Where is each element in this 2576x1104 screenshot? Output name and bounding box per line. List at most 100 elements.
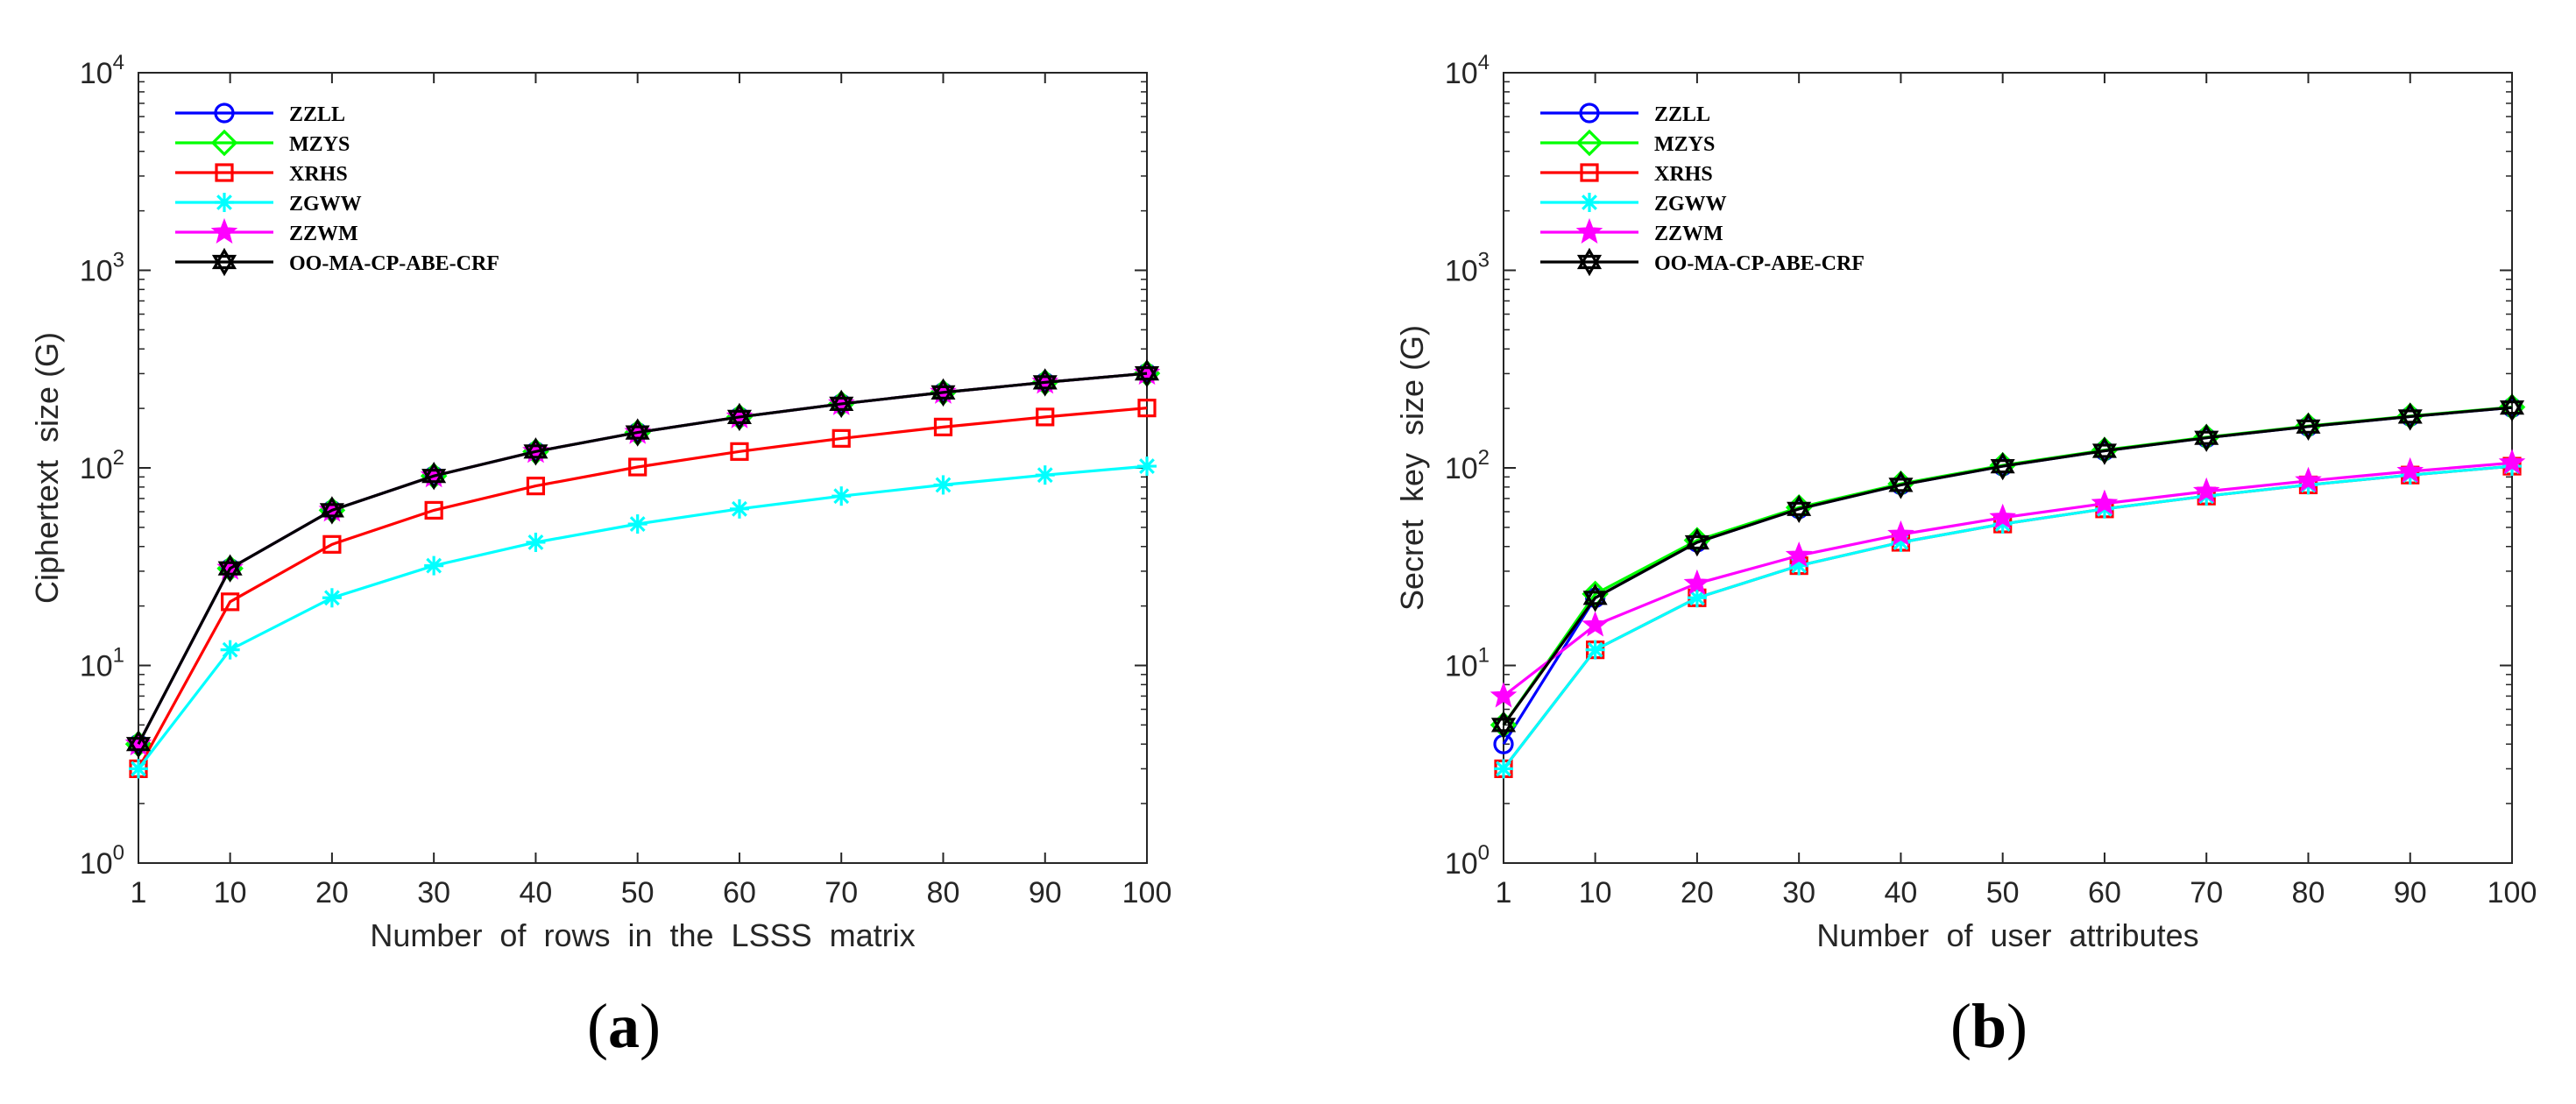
- data-point-oo-ma-cp-abe-crf: [2091, 436, 2117, 465]
- data-point-oo-ma-cp-abe-crf: [625, 418, 650, 447]
- x-tick-label: 60: [723, 876, 756, 909]
- data-point-zzwm: [1490, 682, 1518, 708]
- data-point-oo-ma-cp-abe-crf: [1888, 471, 1914, 499]
- legend-label-zgww: ZGWW: [1654, 193, 1727, 216]
- y-tick-label: 104: [1445, 51, 1490, 90]
- data-point-oo-ma-cp-abe-crf: [2397, 402, 2423, 431]
- data-point-zzwm: [1683, 569, 1711, 595]
- legend-marker-zgww: [215, 193, 234, 212]
- legend-label-mzys: MZYS: [1654, 133, 1715, 156]
- legend-marker-zzwm: [1575, 217, 1603, 244]
- chart-panel-b: 1 10 20 30 40 50 60 70 80 90 100 100 101 102 103 104 Num…: [1394, 51, 2537, 1061]
- y-tick-label: 100: [80, 841, 124, 881]
- legend-label-xrhs: XRHS: [1654, 163, 1713, 186]
- data-point-oo-ma-cp-abe-crf: [319, 496, 344, 525]
- data-point-oo-ma-cp-abe-crf: [1490, 711, 1517, 740]
- data-point-zgww: [322, 588, 342, 608]
- data-point-xrhs: [526, 477, 546, 496]
- data-point-oo-ma-cp-abe-crf: [1134, 358, 1160, 388]
- data-point-zgww: [1585, 640, 1605, 660]
- x-tick-label: 70: [824, 876, 858, 909]
- data-point-oo-ma-cp-abe-crf: [523, 437, 548, 466]
- data-point-oo-ma-cp-abe-crf: [829, 389, 854, 419]
- y-axis-label: Secret key size (G): [1394, 325, 1430, 611]
- y-tick-label: 101: [80, 644, 124, 683]
- panel-caption: (b): [1950, 991, 2028, 1061]
- series-line-oo-ma-cp-abe-crf: [1502, 406, 2513, 726]
- data-point-zgww: [1494, 759, 1513, 779]
- y-tick-label: 102: [1445, 446, 1490, 485]
- x-tick-label: 20: [1681, 876, 1714, 909]
- series-zgww: [129, 456, 1157, 779]
- legend-marker-oo-ma-cp-abe-crf: [1576, 247, 1603, 277]
- legend-marker-zzwm: [210, 217, 238, 244]
- legend: ZZLL MZYS XRHS ZGWW ZZWM OO-MA-CP-ABE-CRF: [175, 103, 499, 277]
- data-point-oo-ma-cp-abe-crf: [217, 554, 243, 583]
- data-point-zzwm: [2192, 477, 2220, 503]
- x-tick-label: 80: [2292, 876, 2325, 909]
- legend-label-zzwm: ZZWM: [289, 223, 358, 245]
- legend-label-oo-ma-cp-abe-crf: OO-MA-CP-ABE-CRF: [289, 252, 499, 275]
- legend-label-zgww: ZGWW: [289, 193, 362, 216]
- legend-label-xrhs: XRHS: [289, 163, 348, 186]
- panel-caption: (a): [587, 991, 661, 1061]
- x-tick-label: 10: [1579, 876, 1612, 909]
- data-point-xrhs: [322, 534, 342, 554]
- data-point-zzwm: [1887, 520, 1914, 547]
- x-tick-label: 50: [621, 876, 655, 909]
- y-tick-label: 103: [1445, 249, 1490, 288]
- data-point-oo-ma-cp-abe-crf: [125, 730, 152, 759]
- x-tick-label: 20: [315, 876, 349, 909]
- x-tick-label: 30: [1782, 876, 1815, 909]
- legend-label-oo-ma-cp-abe-crf: OO-MA-CP-ABE-CRF: [1654, 252, 1865, 275]
- legend-marker-zzll: [1579, 103, 1600, 124]
- data-point-oo-ma-cp-abe-crf: [2194, 423, 2219, 452]
- x-tick-label: 90: [2394, 876, 2427, 909]
- x-tick-label: 30: [417, 876, 450, 909]
- x-tick-label: 70: [2190, 876, 2223, 909]
- data-point-xrhs: [221, 592, 240, 612]
- legend-marker-oo-ma-cp-abe-crf: [211, 247, 237, 277]
- series-oo-ma-cp-abe-crf: [1490, 393, 2525, 740]
- data-point-xrhs: [1137, 399, 1157, 418]
- data-point-xrhs: [424, 500, 443, 520]
- data-point-zzwm: [1785, 541, 1813, 568]
- series-line-oo-ma-cp-abe-crf: [137, 372, 1148, 745]
- x-tick-label: 100: [1122, 876, 1172, 909]
- y-tick-label: 102: [80, 446, 124, 485]
- y-tick-label: 104: [80, 51, 124, 90]
- data-point-zzwm: [2396, 456, 2424, 483]
- series-oo-ma-cp-abe-crf: [125, 358, 1160, 759]
- legend-marker-mzys: [210, 129, 238, 157]
- legend-marker-zgww: [1580, 193, 1599, 212]
- legend-marker-xrhs: [215, 163, 234, 182]
- legend: ZZLL MZYS XRHS ZGWW ZZWM OO-MA-CP-ABE-CRF: [1540, 103, 1865, 277]
- y-tick-label: 100: [1445, 841, 1490, 881]
- x-tick-label: 40: [520, 876, 553, 909]
- data-point-zgww: [627, 514, 648, 534]
- legend-label-zzll: ZZLL: [1654, 103, 1710, 126]
- x-tick-label: 1: [1496, 876, 1512, 909]
- x-tick-label: 60: [2088, 876, 2121, 909]
- series-line-xrhs: [137, 407, 1148, 770]
- data-point-xrhs: [832, 428, 851, 448]
- y-tick-label: 103: [80, 249, 124, 288]
- data-point-zgww: [1035, 465, 1055, 485]
- legend-marker-zzll: [214, 103, 235, 124]
- data-point-zgww: [832, 486, 852, 506]
- x-axis-label: Number of user attributes: [1816, 917, 2198, 953]
- data-point-xrhs: [628, 457, 648, 477]
- data-point-zgww: [729, 499, 749, 519]
- data-point-zgww: [1687, 588, 1707, 608]
- data-point-xrhs: [1036, 407, 1055, 427]
- data-point-zgww: [526, 532, 546, 552]
- data-point-zgww: [1137, 456, 1157, 477]
- data-point-oo-ma-cp-abe-crf: [1684, 527, 1709, 557]
- data-point-mzys: [1582, 580, 1609, 608]
- data-point-oo-ma-cp-abe-crf: [1032, 368, 1058, 397]
- x-tick-label: 1: [131, 876, 147, 909]
- legend-label-zzwm: ZZWM: [1654, 223, 1723, 245]
- data-point-zzwm: [2498, 449, 2526, 475]
- data-point-oo-ma-cp-abe-crf: [2499, 393, 2525, 422]
